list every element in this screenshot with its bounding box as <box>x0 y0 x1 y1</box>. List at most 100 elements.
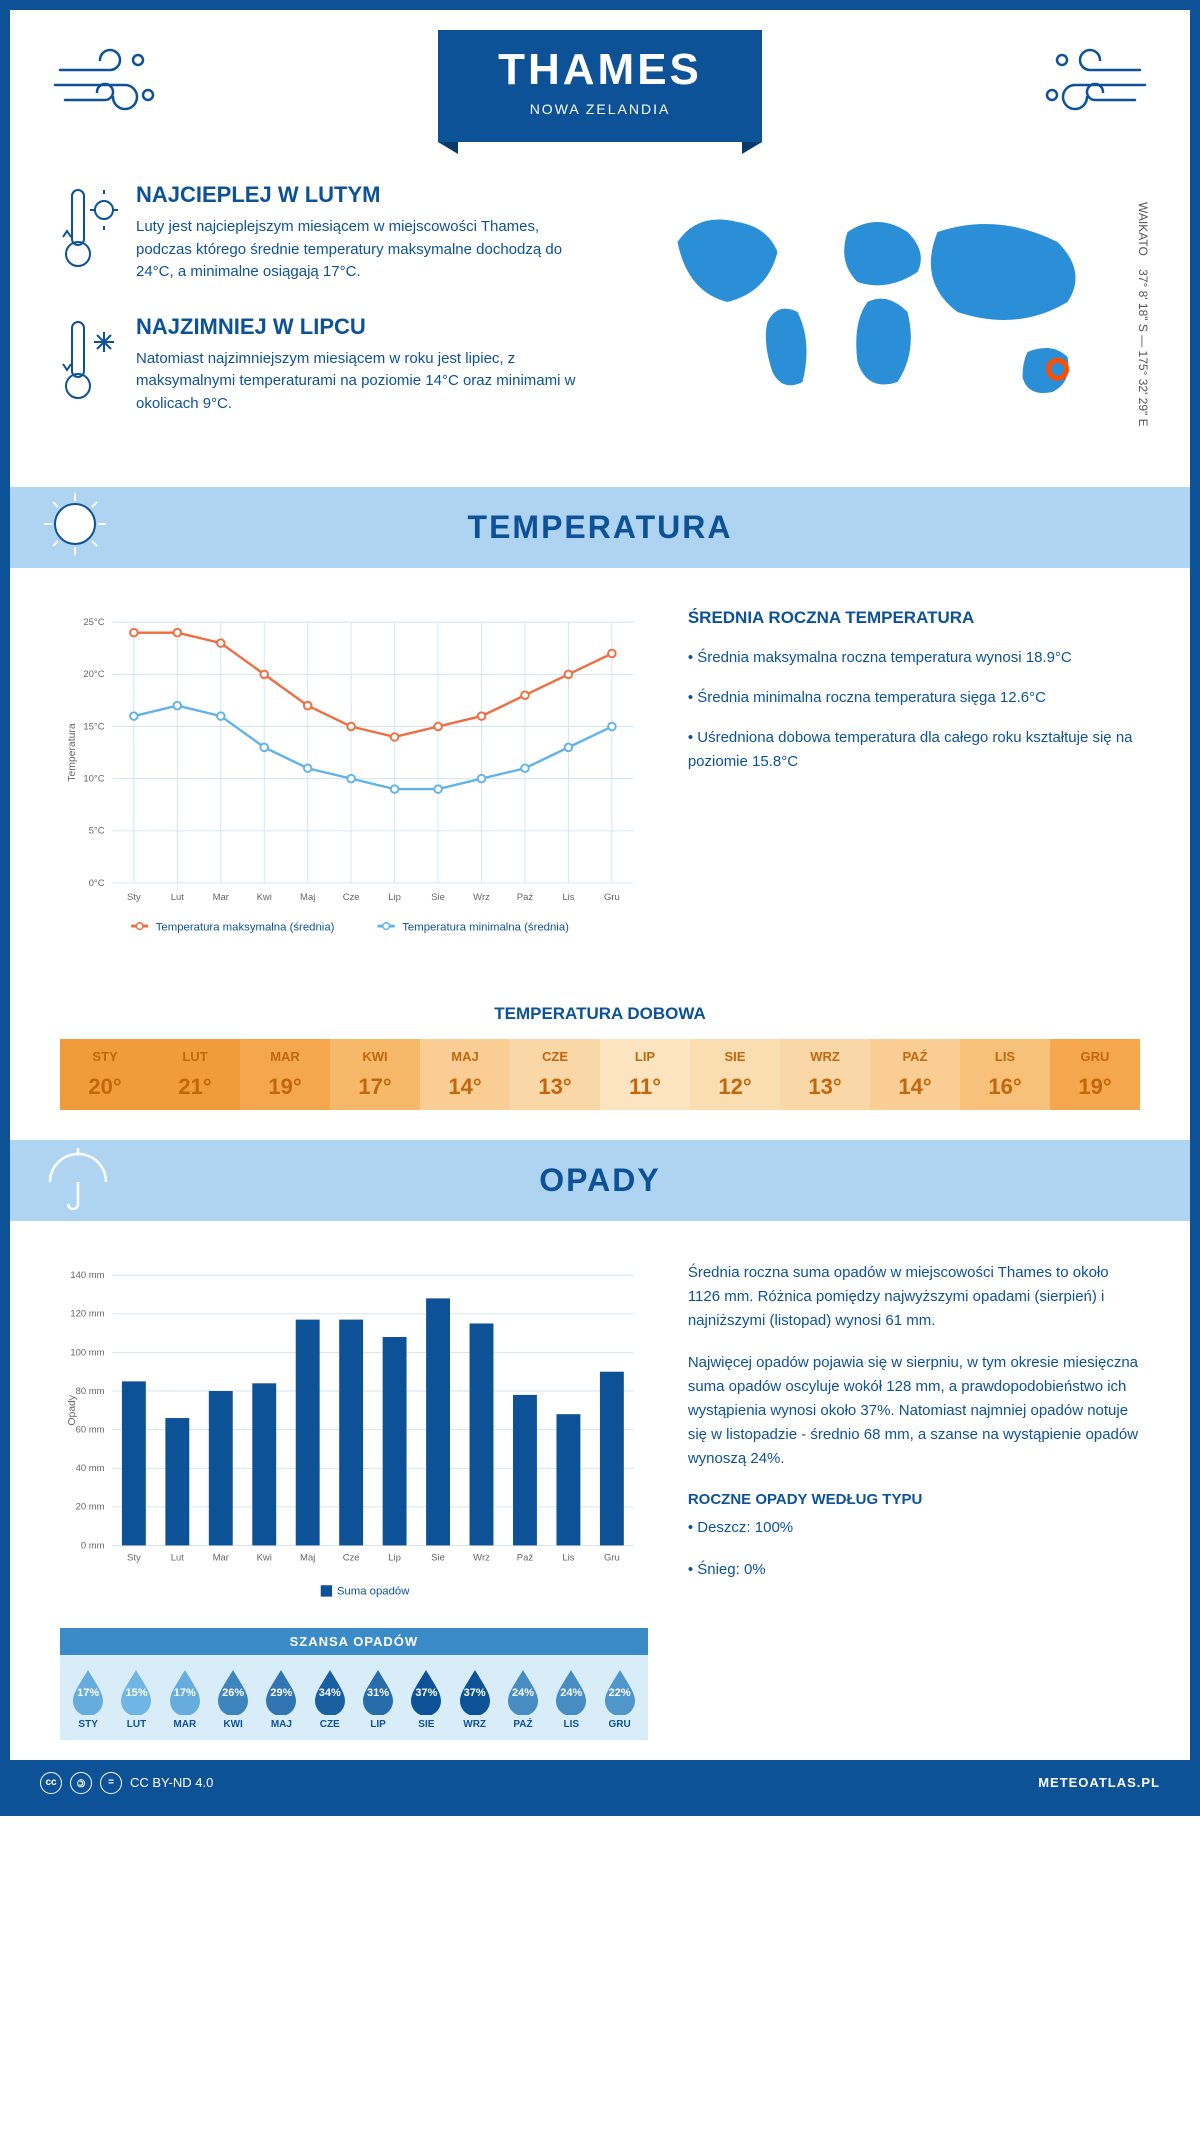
daily-month: WRZ <box>780 1049 870 1064</box>
cc-icon: cc <box>40 1772 62 1794</box>
footer: cc 🄯 = CC BY-ND 4.0 METEOATLAS.PL <box>10 1760 1190 1806</box>
temperature-title: TEMPERATURA <box>468 509 733 545</box>
daily-month: KWI <box>330 1049 420 1064</box>
chance-cell: 26%KWI <box>209 1667 257 1730</box>
svg-text:60 mm: 60 mm <box>76 1425 105 1436</box>
drop-icon: 29% <box>262 1667 300 1715</box>
latitude: 37° 8' 18" S <box>1136 269 1150 332</box>
daily-cell: MAJ14° <box>420 1039 510 1110</box>
temperature-banner: TEMPERATURA <box>10 487 1190 568</box>
svg-text:0°C: 0°C <box>89 878 105 889</box>
svg-text:Cze: Cze <box>343 892 360 903</box>
chance-month: GRU <box>595 1719 643 1730</box>
drop-icon: 34% <box>311 1667 349 1715</box>
daily-value: 19° <box>1050 1074 1140 1100</box>
daily-cell: LIS 16° <box>960 1039 1050 1110</box>
svg-text:Sty: Sty <box>127 892 141 903</box>
chance-title: SZANSA OPADÓW <box>60 1628 648 1655</box>
chance-cell: 34% CZE <box>306 1667 354 1730</box>
svg-text:Sie: Sie <box>431 892 445 903</box>
daily-month: GRU <box>1050 1049 1140 1064</box>
svg-text:Mar: Mar <box>213 1553 229 1564</box>
wind-icon-left <box>50 40 170 125</box>
svg-text:Mar: Mar <box>213 892 229 903</box>
drop-icon: 31% <box>359 1667 397 1715</box>
svg-text:Temperatura maksymalna (średni: Temperatura maksymalna (średnia) <box>156 921 335 933</box>
daily-value: 19° <box>240 1074 330 1100</box>
chance-pct: 17% <box>174 1687 196 1699</box>
chance-month: MAJ <box>257 1719 305 1730</box>
chance-month: STY <box>64 1719 112 1730</box>
daily-value: 16° <box>960 1074 1050 1100</box>
chance-pct: 24% <box>512 1687 534 1699</box>
chance-cell: 17% MAR <box>161 1667 209 1730</box>
drop-icon: 24% <box>504 1667 542 1715</box>
daily-cell: STY20° <box>60 1039 150 1110</box>
warm-text: Luty jest najcieplejszym miesiącem w mie… <box>136 216 585 284</box>
svg-text:Maj: Maj <box>300 1553 315 1564</box>
drop-icon: 17% <box>69 1667 107 1715</box>
country-name: NOWA ZELANDIA <box>498 101 702 117</box>
temp-bullet: • Średnia maksymalna roczna temperatura … <box>688 646 1140 670</box>
temp-bullet: • Uśredniona dobowa temperatura dla całe… <box>688 726 1140 774</box>
svg-text:15°C: 15°C <box>83 721 104 732</box>
drop-icon: 26% <box>214 1667 252 1715</box>
temperature-line-chart: 0°C5°C10°C15°C20°C25°CStyLutMarKwiMajCze… <box>60 608 648 949</box>
daily-value: 13° <box>780 1074 870 1100</box>
daily-value: 17° <box>330 1074 420 1100</box>
daily-cell: MAR19° <box>240 1039 330 1110</box>
drop-icon: 17% <box>166 1667 204 1715</box>
precip-paragraph: Najwięcej opadów pojawia się w sierpniu,… <box>688 1351 1140 1471</box>
chance-pct: 26% <box>222 1687 244 1699</box>
chance-pct: 24% <box>560 1687 582 1699</box>
precip-type-line: • Śnieg: 0% <box>688 1558 1140 1582</box>
chance-month: LIP <box>354 1719 402 1730</box>
svg-text:Kwi: Kwi <box>257 892 272 903</box>
daily-value: 21° <box>150 1074 240 1100</box>
svg-text:100 mm: 100 mm <box>70 1348 104 1359</box>
daily-month: LIS <box>960 1049 1050 1064</box>
precip-paragraph: Średnia roczna suma opadów w miejscowośc… <box>688 1261 1140 1333</box>
svg-text:40 mm: 40 mm <box>76 1463 105 1474</box>
wind-icon-right <box>1030 40 1150 125</box>
daily-value: 11° <box>600 1074 690 1100</box>
svg-text:25°C: 25°C <box>83 617 104 628</box>
daily-month: STY <box>60 1049 150 1064</box>
daily-temp-label: TEMPERATURA DOBOWA <box>10 1004 1190 1024</box>
page-frame: THAMES NOWA ZELANDIA NAJCIEPLEJ W LUTYM … <box>0 0 1200 1816</box>
svg-text:5°C: 5°C <box>89 826 105 837</box>
drop-icon: 22% <box>601 1667 639 1715</box>
chance-month: WRZ <box>451 1719 499 1730</box>
world-map <box>615 182 1140 442</box>
chance-cell: 37%SIE <box>402 1667 450 1730</box>
daily-value: 14° <box>870 1074 960 1100</box>
chance-pct: 17% <box>77 1687 99 1699</box>
svg-text:Kwi: Kwi <box>257 1553 272 1564</box>
daily-month: CZE <box>510 1049 600 1064</box>
daily-cell: LUT 21° <box>150 1039 240 1110</box>
daily-month: MAJ <box>420 1049 510 1064</box>
umbrella-icon <box>40 1142 110 1220</box>
thermometer-hot-icon <box>60 182 120 284</box>
svg-text:Sty: Sty <box>127 1553 141 1564</box>
svg-text:Lip: Lip <box>388 1553 401 1564</box>
chance-pct: 15% <box>125 1687 147 1699</box>
svg-text:120 mm: 120 mm <box>70 1309 104 1320</box>
warm-title: NAJCIEPLEJ W LUTYM <box>136 182 585 208</box>
svg-text:Maj: Maj <box>300 892 315 903</box>
chance-month: CZE <box>306 1719 354 1730</box>
region: WAIKATO <box>1136 202 1150 256</box>
chance-pct: 34% <box>319 1687 341 1699</box>
svg-text:Lut: Lut <box>171 1553 185 1564</box>
daily-month: LUT <box>150 1049 240 1064</box>
daily-cell: CZE13° <box>510 1039 600 1110</box>
nd-icon: = <box>100 1772 122 1794</box>
chance-cell: 15%LUT <box>112 1667 160 1730</box>
thermometer-cold-icon <box>60 314 120 416</box>
city-name: THAMES <box>498 45 702 95</box>
daily-cell: LIP11° <box>600 1039 690 1110</box>
longitude: 175° 32' 29" E <box>1136 351 1150 427</box>
svg-text:10°C: 10°C <box>83 774 104 785</box>
temp-bullet: • Średnia minimalna roczna temperatura s… <box>688 686 1140 710</box>
chance-month: MAR <box>161 1719 209 1730</box>
